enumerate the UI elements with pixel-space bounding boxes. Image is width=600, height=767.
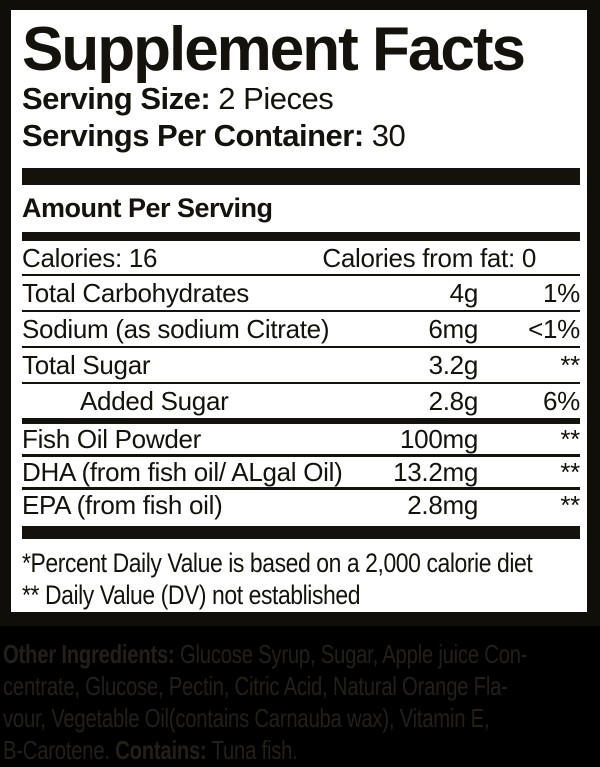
daily-value-cell: **	[560, 424, 580, 454]
nutrient-row-dha: DHA (from fish oil/ ALgal Oil) 13.2mg **	[22, 457, 580, 490]
other-ingredients-label: Other Ingredients:	[3, 639, 175, 669]
amount-cell: 6mg	[428, 314, 478, 344]
daily-value-cell: <1%	[528, 314, 580, 344]
amount-per-serving-heading: Amount Per Serving	[22, 193, 273, 223]
daily-value-cell: 6%	[543, 386, 580, 416]
ingredients-line-4-pre: B-Carotene.	[3, 735, 116, 765]
ingredients-line-2: centrate, Glucose, Pectin, Citric Acid, …	[3, 671, 508, 701]
serving-size-line: Serving Size: 2 Pieces	[22, 80, 580, 117]
medium-divider	[22, 232, 580, 241]
servings-per-container-label: Servings Per Container:	[22, 118, 364, 153]
serving-size-value: 2 Pieces	[210, 81, 334, 116]
nutrient-name: EPA (from fish oil)	[22, 490, 223, 520]
supplement-facts-panel: Supplement Facts Serving Size: 2 Pieces …	[0, 0, 600, 626]
amount-cell: 2.8mg	[407, 490, 478, 520]
nutrient-row-fish-oil-powder: Fish Oil Powder 100mg **	[22, 418, 580, 457]
amount-cell: 100mg	[400, 424, 478, 454]
nutrient-name: Fish Oil Powder	[22, 424, 201, 454]
other-ingredients-block: Other Ingredients: Glucose Syrup, Sugar,…	[0, 638, 600, 766]
footnote-percent-daily-value: *Percent Daily Value is based on a 2,000…	[22, 548, 533, 578]
nutrient-name: Total Carbohydrates	[22, 278, 249, 308]
amount-cell: 3.2g	[428, 350, 479, 380]
calories-row: Calories: 16 Calories from fat: 0	[22, 241, 580, 276]
footnote-dv-not-established: ** Daily Value (DV) not established	[22, 580, 361, 610]
nutrient-name: Total Sugar	[22, 350, 151, 380]
amount-cell: 13.2mg	[393, 457, 478, 487]
ingredients-line-3: vour, Vegetable Oil(contains Carnauba wa…	[3, 703, 490, 733]
contains-value: Tuna fish.	[206, 735, 298, 765]
ingredients-line-4: B-Carotene. Contains: Tuna fish.	[3, 734, 469, 766]
serving-size-label: Serving Size:	[22, 81, 211, 116]
panel-title: Supplement Facts	[22, 15, 526, 84]
ingredients-line-1-text: Glucose Syrup, Sugar, Apple juice Con-	[174, 639, 528, 669]
ingredients-line-1: Other Ingredients: Glucose Syrup, Sugar,…	[3, 638, 528, 670]
calories-value: Calories: 16	[22, 243, 158, 273]
nutrient-name: Sodium (as sodium Citrate)	[22, 314, 330, 344]
nutrient-row-total-carbohydrates: Total Carbohydrates 4g 1%	[22, 276, 580, 312]
thick-divider-top	[22, 168, 580, 185]
nutrient-row-sodium: Sodium (as sodium Citrate) 6mg <1%	[22, 312, 580, 348]
thick-divider-bottom	[22, 526, 580, 539]
amount-cell: 2.8g	[428, 386, 479, 416]
nutrient-row-epa: EPA (from fish oil) 2.8mg **	[22, 490, 580, 520]
servings-per-container-value: 30	[363, 118, 406, 153]
amount-cell: 4g	[449, 278, 479, 308]
servings-per-container-line: Servings Per Container: 30	[22, 117, 580, 154]
daily-value-cell: **	[560, 490, 580, 520]
nutrient-row-added-sugar: Added Sugar 2.8g 6%	[22, 384, 580, 418]
nutrient-name: Added Sugar	[80, 386, 229, 416]
nutrient-row-total-sugar: Total Sugar 3.2g **	[22, 348, 580, 384]
calories-from-fat-value: Calories from fat: 0	[322, 243, 536, 273]
daily-value-cell: 1%	[543, 278, 580, 308]
daily-value-cell: **	[560, 457, 580, 487]
contains-label: Contains:	[115, 735, 207, 765]
nutrient-name: DHA (from fish oil/ ALgal Oil)	[22, 457, 343, 487]
daily-value-cell: **	[560, 350, 580, 380]
